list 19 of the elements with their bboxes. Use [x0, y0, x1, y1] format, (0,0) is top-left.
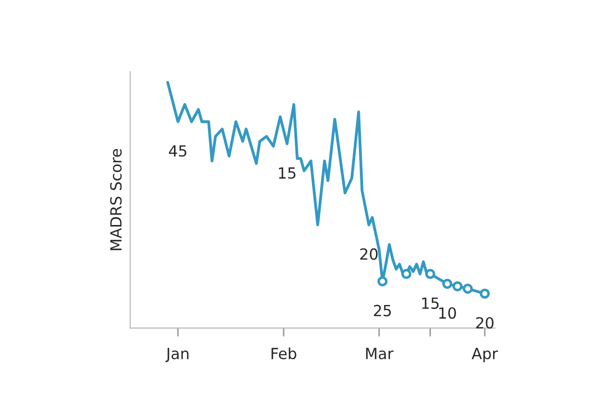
- x-tick-label: Apr: [472, 348, 498, 362]
- y-axis-title: MADRS Score: [110, 149, 122, 250]
- x-tick-label: Jan: [165, 348, 188, 362]
- point: [425, 268, 436, 280]
- point: [452, 281, 463, 292]
- annotation: 15: [422, 298, 439, 309]
- point: [377, 276, 388, 286]
- annotation: 45: [168, 145, 186, 157]
- annotation: 20: [476, 317, 494, 329]
- annotation: 25: [374, 304, 391, 316]
- annotation: 15: [278, 167, 296, 179]
- point: [480, 288, 490, 299]
- point: [401, 268, 412, 280]
- x-tick-label: Feb: [272, 347, 296, 360]
- annotation: 20: [360, 248, 378, 260]
- annotation: 10: [439, 307, 456, 319]
- point: [442, 278, 452, 289]
- point: [462, 284, 473, 294]
- x-tick-label: Mar: [366, 348, 394, 360]
